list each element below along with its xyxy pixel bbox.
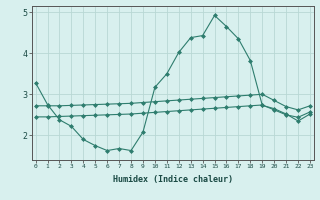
X-axis label: Humidex (Indice chaleur): Humidex (Indice chaleur) — [113, 175, 233, 184]
